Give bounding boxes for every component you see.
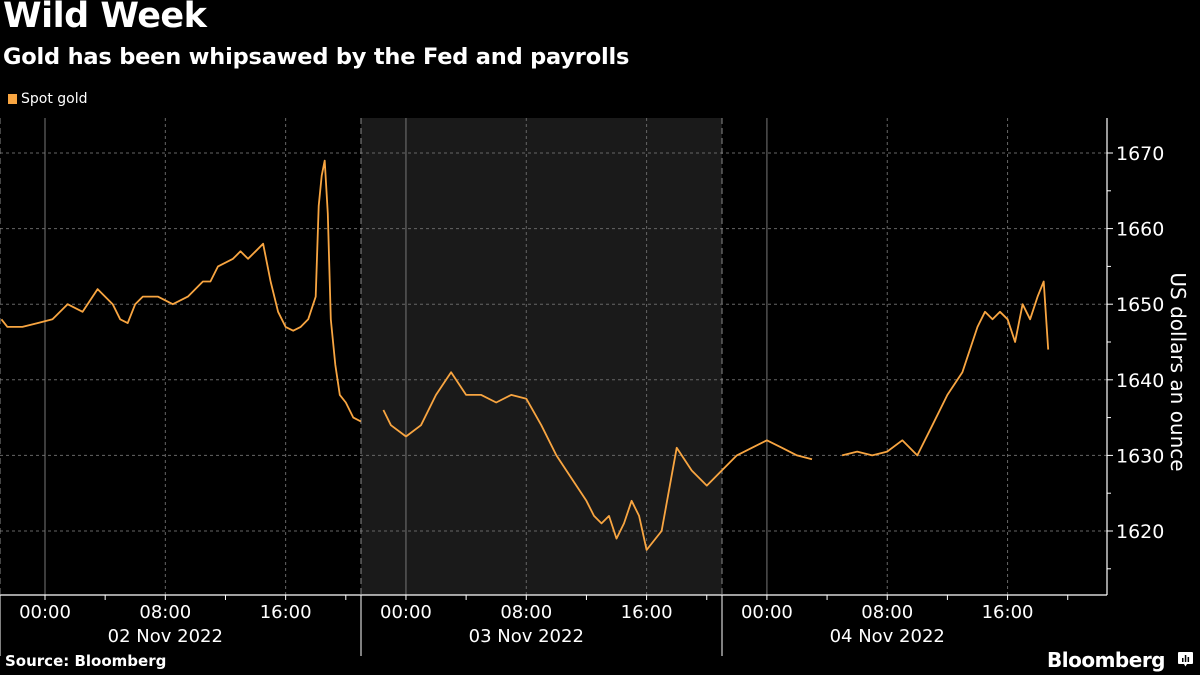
y-tick-label: 1620 [1116,521,1164,543]
x-day-label: 02 Nov 2022 [108,626,223,647]
x-tick-label: 08:00 [500,602,552,623]
y-tick-label: 1670 [1116,143,1164,165]
source-note: Source: Bloomberg [5,652,167,670]
shaded-region-03-nov [361,118,722,595]
x-day-label: 04 Nov 2022 [830,626,945,647]
series-spot-gold [0,159,1050,551]
y-axis-title: US dollars an ounce [1166,272,1190,472]
legend: Spot gold [8,91,88,107]
x-tick-label: 16:00 [260,602,312,623]
x-tick-label: 00:00 [380,602,432,623]
y-tick-label: 1650 [1116,294,1164,316]
x-tick-label: 08:00 [861,602,913,623]
bloomberg-logo-text: Bloomberg [1047,648,1165,672]
legend-swatch-spot-gold [8,94,17,104]
gridlines [0,118,1107,595]
chart-title: Wild Week [3,0,207,36]
x-axis-tick-labels: 00:00 08:00 16:00 00:00 08:00 16:00 00:00 08:00… [19,602,1033,647]
legend-label-spot-gold: Spot gold [21,91,88,107]
x-tick-label: 16:00 [621,602,673,623]
shaded-band [361,118,722,595]
x-tick-label: 00:00 [741,602,793,623]
chart-subtitle: Gold has been whipsawed by the Fed and p… [3,44,630,70]
axes [0,118,1113,656]
y-tick-label: 1640 [1116,370,1164,392]
y-tick-label: 1630 [1116,445,1164,467]
spot-gold-line [0,159,1050,551]
x-tick-label: 00:00 [19,602,71,623]
x-tick-label: 08:00 [139,602,191,623]
bloomberg-chart-bubble-icon [1178,652,1193,667]
x-day-label: 03 Nov 2022 [469,626,584,647]
y-axis-tick-labels: 1620 1630 1640 1650 1660 1670 [1116,143,1164,543]
x-tick-label: 16:00 [982,602,1034,623]
y-tick-label: 1660 [1116,219,1164,241]
